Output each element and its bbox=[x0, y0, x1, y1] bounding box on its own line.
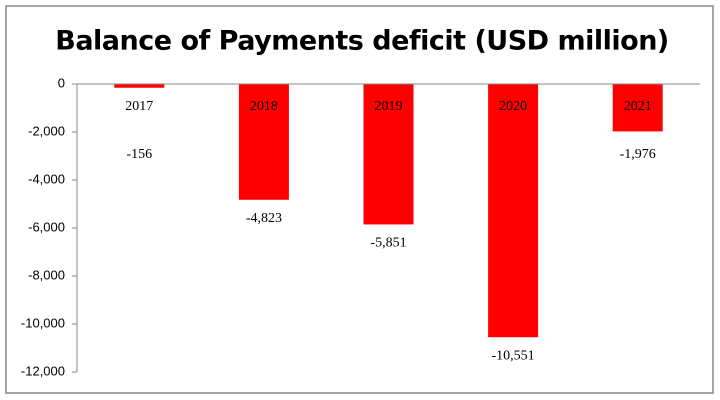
bar bbox=[612, 84, 663, 132]
y-tick-label: -2,000 bbox=[28, 123, 65, 138]
value-label: -5,851 bbox=[370, 236, 406, 251]
category-label: 2021 bbox=[624, 99, 652, 114]
category-label: 2019 bbox=[375, 99, 403, 114]
chart-frame bbox=[5, 5, 714, 394]
chart-title: Balance of Payments deficit (USD million… bbox=[55, 26, 669, 57]
value-label: -10,551 bbox=[492, 348, 535, 363]
y-tick-label: -6,000 bbox=[28, 219, 65, 234]
value-label: -4,823 bbox=[246, 211, 282, 226]
category-label: 2018 bbox=[250, 99, 278, 114]
y-tick-label: 0 bbox=[58, 75, 65, 90]
value-label: -156 bbox=[126, 147, 152, 162]
y-tick-label: -4,000 bbox=[28, 171, 65, 186]
bar bbox=[488, 84, 539, 338]
category-label: 2020 bbox=[499, 99, 527, 114]
category-label: 2017 bbox=[125, 99, 153, 114]
bar bbox=[363, 84, 414, 225]
bar bbox=[238, 84, 289, 200]
y-tick-label: -10,000 bbox=[21, 315, 65, 330]
bar bbox=[114, 84, 165, 88]
y-tick-label: -8,000 bbox=[28, 267, 65, 282]
value-label: -1,976 bbox=[620, 147, 656, 162]
y-tick-label: -12,000 bbox=[21, 363, 65, 378]
